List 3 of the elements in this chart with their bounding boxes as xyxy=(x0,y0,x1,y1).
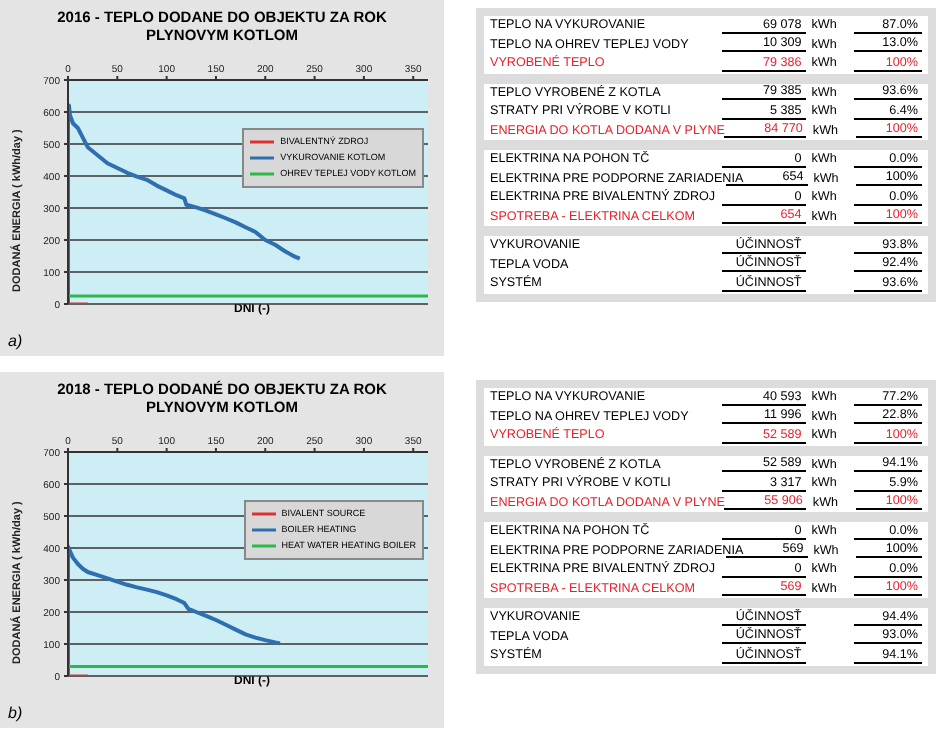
text: a) xyxy=(8,332,23,350)
text: b) xyxy=(8,704,23,722)
line-series xyxy=(68,544,283,676)
